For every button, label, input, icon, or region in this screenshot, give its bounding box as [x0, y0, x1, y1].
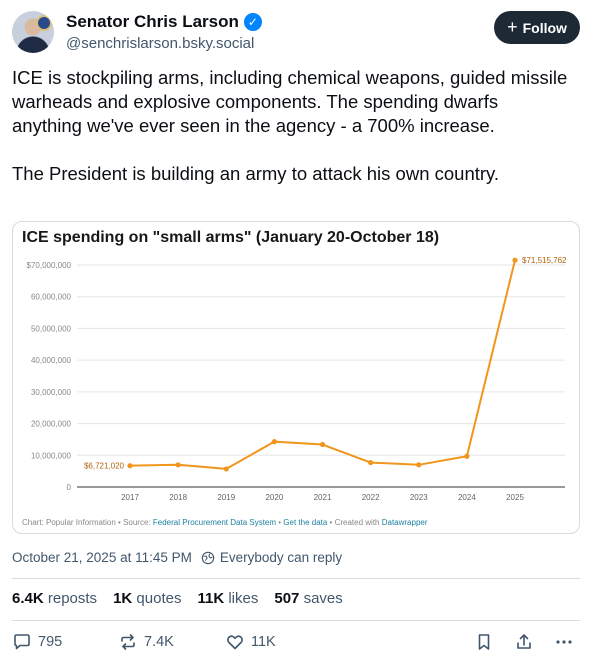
footer-get-data-link[interactable]: Get the data	[283, 518, 328, 527]
verified-check-icon: ✓	[243, 13, 262, 31]
x-tick-label: 2020	[265, 493, 283, 502]
y-tick-label: 50,000,000	[31, 324, 72, 333]
x-tick-label: 2022	[362, 493, 380, 502]
post-paragraph-1: ICE is stockpiling arms, including chemi…	[12, 67, 568, 136]
series-line	[129, 259, 516, 470]
bookmark-icon	[478, 634, 490, 650]
x-tick-label: 2023	[410, 493, 428, 502]
engagement-stats: 6.4K reposts 1K quotes 11K likes 507 sav…	[12, 590, 343, 607]
footer-source-link[interactable]: Federal Procurement Data System	[152, 518, 277, 527]
author-name[interactable]: Senator Chris Larson	[66, 12, 239, 31]
data-label-last: $71,515,762	[522, 256, 567, 265]
post-paragraph-2: The President is building an army to att…	[12, 163, 500, 184]
repost-count: 7.4K	[144, 634, 174, 650]
x-tick-label: 2025	[506, 493, 524, 502]
name-row: Senator Chris Larson ✓	[66, 12, 262, 32]
reposts-label: reposts	[47, 590, 98, 607]
action-bar: 795 7.4K 11K	[12, 632, 580, 656]
follow-button[interactable]: + Follow	[494, 11, 580, 44]
y-tick-label: 10,000,000	[31, 451, 72, 460]
divider	[12, 620, 580, 621]
y-tick-label: 20,000,000	[31, 420, 72, 429]
x-tick-label: 2024	[458, 493, 476, 502]
share-icon	[517, 634, 531, 649]
data-point	[175, 462, 181, 468]
reply-setting: Everybody can reply	[219, 550, 343, 565]
bookmark-button[interactable]	[474, 632, 494, 652]
y-tick-label: 30,000,000	[31, 388, 72, 397]
plus-icon: +	[507, 16, 518, 37]
data-label-first: $6,721,020	[84, 462, 125, 471]
saves-stat[interactable]: 507 saves	[274, 590, 342, 607]
more-options-button[interactable]	[554, 632, 574, 652]
x-tick-label: 2019	[217, 493, 235, 502]
share-button[interactable]	[514, 632, 534, 652]
x-tick-label: 2021	[314, 493, 332, 502]
footer-tool-link[interactable]: Datawrapper	[381, 518, 428, 527]
data-point	[271, 439, 277, 445]
likes-label: likes	[228, 590, 259, 607]
saves-label: saves	[303, 590, 343, 607]
post-text: ICE is stockpiling arms, including chemi…	[12, 66, 572, 186]
y-tick-label: 40,000,000	[31, 356, 72, 365]
avatar[interactable]	[12, 11, 54, 53]
quotes-stat[interactable]: 1K quotes	[113, 590, 181, 607]
follow-label: Follow	[522, 19, 567, 36]
reposts-stat[interactable]: 6.4K reposts	[12, 590, 97, 607]
x-tick-label: 2017	[121, 493, 139, 502]
seal-badge	[36, 15, 52, 31]
likes-stat[interactable]: 11K likes	[197, 590, 258, 607]
chart-footer: Chart: Popular Information • Source: Fed…	[22, 518, 428, 527]
line-chart: $70,000,000 60,000,000 50,000,000 40,000,00…	[27, 256, 568, 502]
repost-button[interactable]: 7.4K	[118, 632, 174, 652]
data-point	[416, 462, 422, 468]
ellipsis-icon	[556, 640, 572, 644]
like-count: 11K	[251, 634, 276, 650]
data-point	[464, 453, 470, 459]
post-header: Senator Chris Larson ✓ @senchrislarson.b…	[12, 10, 580, 54]
timestamp[interactable]: October 21, 2025 at 11:45 PM	[12, 550, 192, 565]
quotes-label: quotes	[136, 590, 182, 607]
like-button[interactable]: 11K	[225, 632, 276, 652]
reply-count: 795	[38, 634, 63, 650]
footer-sep-1: •	[276, 518, 284, 527]
divider	[12, 578, 580, 579]
y-tick-label: 0	[67, 483, 72, 492]
reply-button[interactable]: 795	[12, 632, 62, 652]
post-meta: October 21, 2025 at 11:45 PM Everybody c…	[12, 550, 342, 565]
repost-icon	[121, 634, 135, 650]
footer-sep-2: • Created with	[327, 518, 382, 527]
reposts-count: 6.4K	[12, 590, 44, 607]
data-point	[223, 466, 229, 472]
chart-image[interactable]: $70,000,000 60,000,000 50,000,000 40,000,00…	[12, 221, 580, 534]
data-point	[512, 257, 518, 263]
saves-count: 507	[274, 590, 300, 607]
data-point	[127, 463, 133, 469]
reply-icon	[14, 634, 30, 650]
chart-title: ICE spending on "small arms" (January 20…	[22, 229, 440, 246]
data-point	[368, 459, 374, 466]
y-tick-label: $70,000,000	[27, 261, 72, 270]
quotes-count: 1K	[113, 590, 133, 607]
footer-prefix: Chart: Popular Information • Source:	[22, 518, 153, 527]
globe-icon	[201, 551, 215, 564]
heart-icon	[227, 635, 243, 650]
author-handle[interactable]: @senchrislarson.bsky.social	[66, 35, 255, 52]
y-tick-label: 60,000,000	[31, 293, 72, 302]
data-point	[319, 441, 326, 448]
x-tick-label: 2018	[169, 493, 187, 502]
likes-count: 11K	[197, 590, 225, 607]
